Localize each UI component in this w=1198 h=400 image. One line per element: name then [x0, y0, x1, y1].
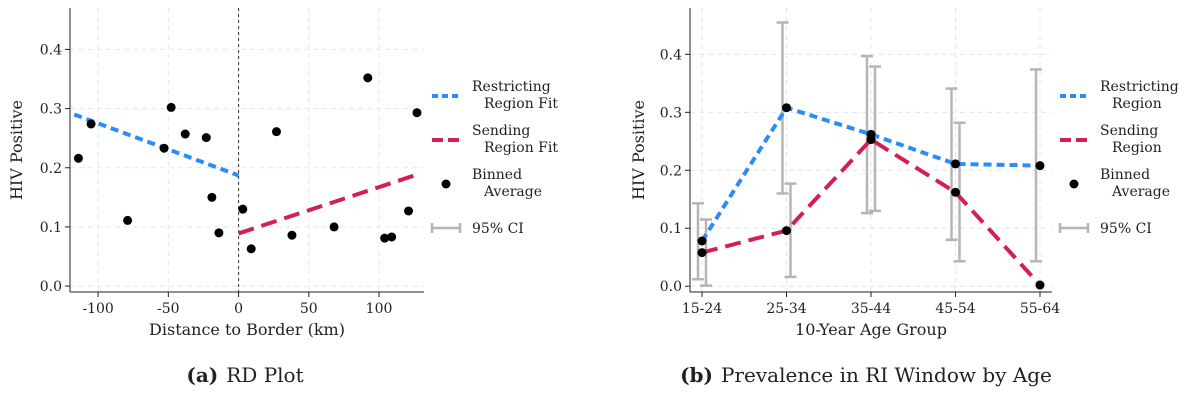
panel-b-ytick-label-4: 0.4	[660, 47, 682, 63]
panel-a-binned-point-7	[207, 192, 217, 202]
panel-b-legend-swatch-2	[1069, 179, 1079, 189]
panel-b-point-1-0	[697, 248, 707, 258]
panel-a-legend-label-2-0: Binned	[472, 167, 522, 183]
panel-a-ylabel: HIV Positive	[7, 100, 26, 200]
panel-a-legend-swatch-2	[441, 179, 451, 189]
panel-b-prevalence-by-age: 0.0 0.1 0.2 0.3 0.4 15-24 25-34 35-44 45-54 55-64…	[629, 8, 1179, 339]
panel-b-legend-label-0-0: Restricting	[1100, 79, 1179, 95]
panel-b-ytick-label-3: 0.3	[660, 105, 682, 121]
panel-a-binned-point-10	[246, 244, 256, 254]
panel-a-binned-point-8	[214, 228, 224, 238]
panel-b-series-line-1	[701, 137, 1042, 287]
panel-a-legend-label-0-0: Restricting	[472, 79, 551, 95]
panel-a-binned-point-11	[272, 127, 281, 137]
panel-b-xtick-label-0: 15-24	[682, 301, 722, 317]
panel-a-binned-point-4	[166, 102, 176, 112]
panel-b-ytick-label-0: 0.0	[660, 279, 682, 295]
panel-b-point-0-1	[782, 103, 791, 113]
panel-b-xtick-label-1: 25-34	[766, 301, 806, 317]
caption-a-text: RD Plot	[226, 363, 303, 387]
panel-a-legend-label-3-0: 95% CI	[472, 221, 524, 237]
panel-a-ytick-label-1: 0.1	[40, 220, 62, 236]
panel-a-xtick-label-4: 100	[366, 301, 393, 317]
panel-a-ytick-label-0: 0.0	[40, 279, 62, 295]
panel-b-point-1-2	[866, 135, 876, 145]
panel-a-legend-label-0-1: Region Fit	[484, 96, 558, 112]
panel-a-fit-line-0	[73, 112, 240, 178]
panel-a-legend-label-2-1: Average	[483, 184, 542, 200]
panel-b-legend-label-1-1: Region	[1112, 140, 1162, 156]
panel-a-ytick-label-2: 0.2	[40, 161, 62, 177]
panel-a-legend-label-1-1: Region Fit	[484, 140, 558, 156]
panel-a-binned-point-12	[287, 230, 297, 240]
panel-b-point-0-0	[697, 236, 707, 246]
panel-b-xtick-label-3: 45-54	[935, 301, 975, 317]
panel-b-legend-label-3-0: 95% CI	[1100, 221, 1152, 237]
panel-a-binned-point-2	[123, 215, 133, 225]
panel-b-legend-label-0-1: Region	[1112, 96, 1162, 112]
panel-a-binned-point-0	[73, 153, 83, 163]
panel-b-xtick-label-2: 35-44	[851, 301, 891, 317]
panel-b-series-line-0	[700, 105, 1041, 243]
panel-a-xtick-label-0: -100	[82, 301, 113, 317]
panel-a-rd-plot: 0.0 0.1 0.2 0.3 0.4 -100 -50 0 50 100 Distance to …	[7, 8, 558, 339]
caption-b-prefix: (b)	[680, 363, 713, 387]
panel-a-xtick-label-3: 50	[300, 301, 318, 317]
svg-text:(a)RD Plot: (a) RD Plot	[186, 363, 303, 387]
panel-b-legend-label-2-0: Binned	[1100, 167, 1150, 183]
panel-a-binned-point-15	[380, 233, 390, 243]
panel-a-xlabel: Distance to Border (km)	[149, 320, 345, 339]
panel-a-binned-point-17	[404, 206, 414, 216]
panel-b-legend-label-1-0: Sending	[1100, 123, 1158, 139]
panel-b-xlabel: 10-Year Age Group	[795, 320, 947, 339]
panel-a-binned-point-18	[412, 108, 422, 118]
caption-b-text: Prevalence in RI Window by Age	[721, 363, 1052, 387]
panel-b-point-0-4	[1035, 161, 1045, 171]
svg-text:(b)Prevalence in RI Window by: (b) Prevalence in RI Window by Age	[680, 363, 1052, 387]
panel-a-binned-point-13	[329, 222, 339, 232]
panel-b-point-1-3	[951, 187, 960, 197]
panel-b-xtick-label-4: 55-64	[1020, 301, 1060, 317]
panel-a-xtick-label-1: -50	[157, 301, 180, 317]
panel-a-binned-point-6	[201, 133, 211, 143]
panel-a-ytick-label-4: 0.4	[40, 42, 62, 58]
panel-a-binned-point-14	[363, 73, 373, 83]
panel-a-xtick-label-2: 0	[234, 301, 243, 317]
panel-a-fit-line-1	[237, 171, 421, 236]
panel-b-ytick-label-2: 0.2	[660, 163, 682, 179]
panel-a-legend-label-1-0: Sending	[472, 123, 530, 139]
caption-b: (b) Prevalence in RI Window by Age	[680, 363, 1052, 387]
panel-a-binned-point-5	[180, 129, 190, 139]
panel-b-point-1-4	[1035, 280, 1045, 290]
panel-b-legend-label-2-1: Average	[1111, 184, 1170, 200]
panel-a-binned-point-3	[159, 143, 169, 153]
caption-a: (a) RD Plot	[186, 363, 303, 387]
panel-b-point-1-1	[782, 226, 791, 236]
caption-a-prefix: (a)	[186, 363, 218, 387]
panel-a-binned-point-16	[387, 232, 397, 242]
panel-b-ytick-label-1: 0.1	[660, 221, 682, 237]
panel-a-ytick-label-3: 0.3	[40, 102, 62, 118]
panel-a-binned-point-1	[86, 119, 96, 129]
panel-b-ylabel: HIV Positive	[629, 100, 648, 200]
panel-b-point-0-3	[951, 159, 960, 169]
panel-a-binned-point-9	[238, 204, 248, 214]
